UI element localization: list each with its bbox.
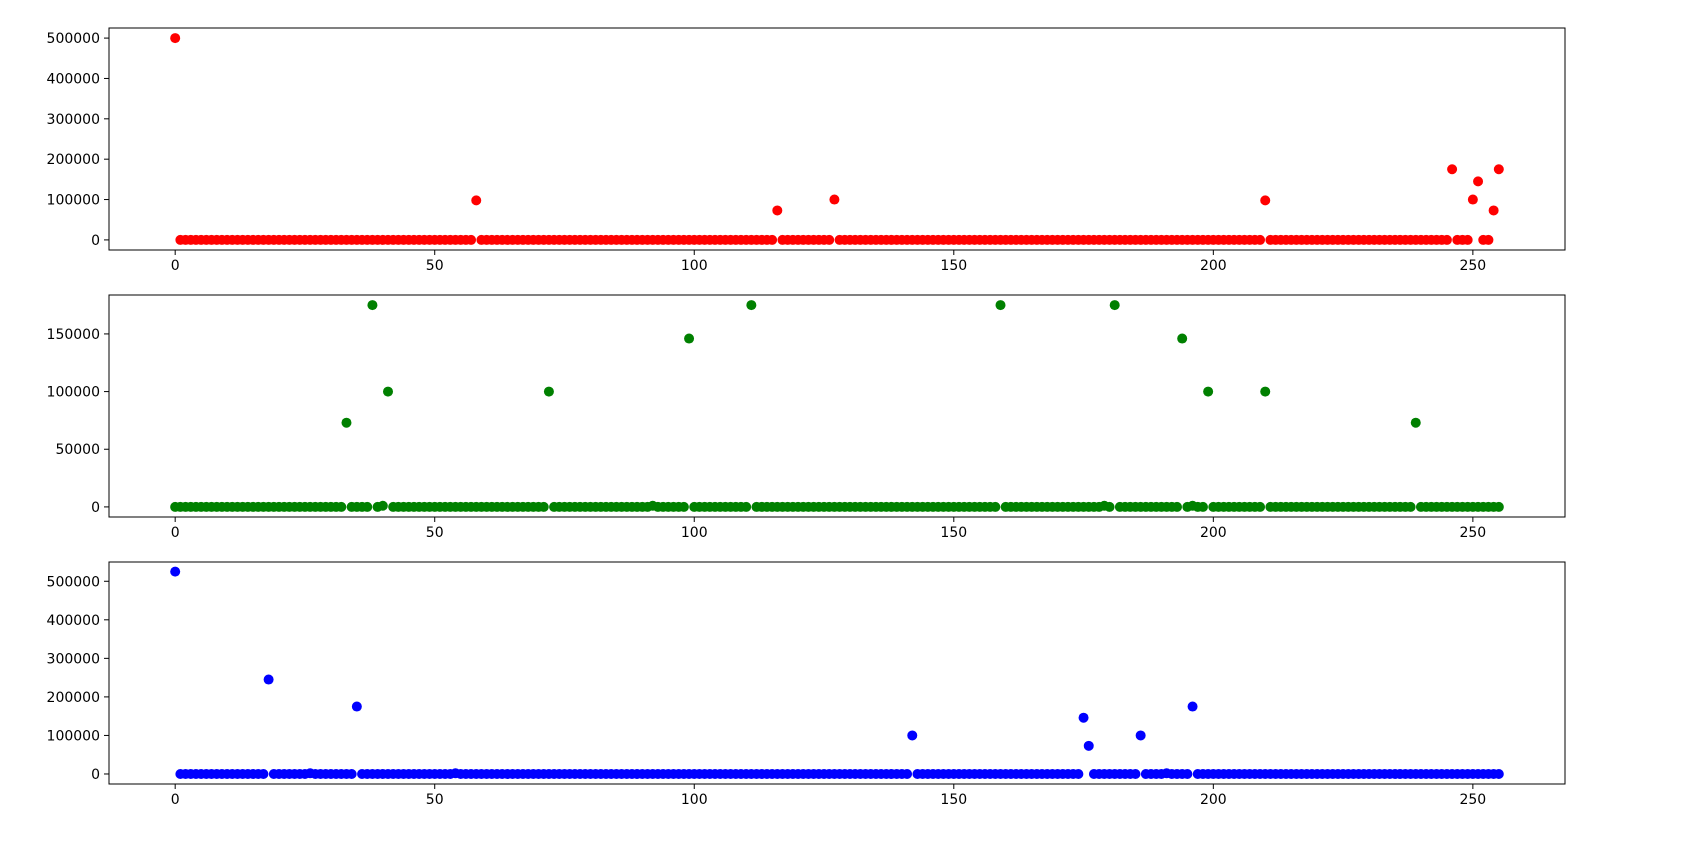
data-point [1493, 501, 1504, 512]
data-point [824, 234, 835, 245]
data-point [990, 501, 1001, 512]
x-tick-label: 100 [681, 525, 708, 541]
x-tick-label: 200 [1200, 792, 1227, 808]
data-point [383, 386, 394, 397]
y-tick-label: 300000 [47, 651, 100, 667]
y-tick-label: 400000 [47, 71, 100, 87]
data-point [466, 234, 477, 245]
data-point [336, 501, 347, 512]
data-point [1171, 501, 1182, 512]
x-tick-label: 50 [426, 258, 444, 274]
y-tick-label: 500000 [47, 31, 100, 47]
y-tick-label: 100000 [47, 385, 100, 401]
data-point [1187, 701, 1198, 712]
y-tick-label: 400000 [47, 613, 100, 629]
y-tick-label: 0 [91, 767, 100, 783]
data-point [1493, 768, 1504, 779]
data-point [1255, 501, 1266, 512]
x-tick-label: 250 [1459, 258, 1486, 274]
data-point [1447, 164, 1458, 175]
data-point [772, 205, 783, 216]
data-point [902, 768, 913, 779]
x-tick-label: 50 [426, 792, 444, 808]
data-point [1203, 386, 1214, 397]
x-tick-label: 250 [1459, 792, 1486, 808]
data-point [471, 195, 482, 206]
data-point [1083, 740, 1094, 751]
y-tick-label: 300000 [47, 112, 100, 128]
subplot-bottom-blue: 0 50 100 150 200 250 0 100000 200000 300000 400000… [47, 561, 1566, 808]
y-tick-label: 200000 [47, 690, 100, 706]
data-point [1405, 501, 1416, 512]
y-tick-label: 500000 [47, 574, 100, 590]
data-point [741, 501, 752, 512]
data-point [1177, 333, 1188, 344]
data-point [1073, 768, 1084, 779]
data-point [538, 501, 549, 512]
data-point [351, 701, 362, 712]
data-point [362, 501, 373, 512]
y-tick-label: 0 [91, 500, 100, 516]
data-point [1109, 300, 1120, 311]
x-tick-label: 200 [1200, 525, 1227, 541]
data-point [678, 501, 689, 512]
data-point [1182, 768, 1193, 779]
data-point [341, 417, 352, 428]
plot-frame [108, 27, 1566, 251]
y-tick-label: 100000 [47, 728, 100, 744]
data-point [1130, 768, 1141, 779]
data-point [1483, 234, 1494, 245]
x-tick-label: 50 [426, 525, 444, 541]
data-point [346, 768, 357, 779]
data-point [1197, 501, 1208, 512]
data-point [1467, 194, 1478, 205]
data-point [170, 566, 181, 577]
x-tick-label: 0 [171, 258, 180, 274]
y-tick-label: 50000 [55, 442, 100, 458]
data-point [1260, 386, 1271, 397]
data-point [746, 300, 757, 311]
data-point [170, 33, 181, 44]
data-point [1473, 176, 1484, 187]
data-point [1488, 205, 1499, 216]
y-tick-label: 0 [91, 233, 100, 249]
data-point [1260, 195, 1271, 206]
x-tick-label: 150 [940, 525, 967, 541]
data-point [684, 333, 695, 344]
x-tick-label: 0 [171, 525, 180, 541]
data-point [1255, 234, 1266, 245]
y-tick-label: 100000 [47, 193, 100, 209]
subplot-top-red: 0 50 100 150 200 250 0 100000 200000 300000 400000… [47, 27, 1566, 274]
data-point [263, 674, 274, 685]
data-point [367, 300, 378, 311]
plot-frame [108, 294, 1566, 518]
x-tick-label: 200 [1200, 258, 1227, 274]
data-point [1410, 417, 1421, 428]
x-tick-label: 100 [681, 792, 708, 808]
data-point [1441, 234, 1452, 245]
x-tick-label: 250 [1459, 525, 1486, 541]
data-point [1462, 234, 1473, 245]
data-point [1493, 164, 1504, 175]
x-tick-label: 150 [940, 792, 967, 808]
y-tick-label: 200000 [47, 152, 100, 168]
y-tick-label: 150000 [47, 327, 100, 343]
data-point [1135, 730, 1146, 741]
x-tick-label: 150 [940, 258, 967, 274]
data-point [258, 768, 269, 779]
subplot-middle-green: 0 50 100 150 200 250 0 50000 100000 150000 [47, 294, 1566, 541]
data-point [543, 386, 554, 397]
data-point [377, 500, 388, 511]
x-tick-label: 0 [171, 792, 180, 808]
plot-frame [108, 561, 1566, 785]
data-point [767, 234, 778, 245]
data-point [1104, 501, 1115, 512]
data-point [829, 194, 840, 205]
x-tick-label: 100 [681, 258, 708, 274]
data-point [907, 730, 918, 741]
data-point [995, 300, 1006, 311]
data-point [1078, 712, 1089, 723]
